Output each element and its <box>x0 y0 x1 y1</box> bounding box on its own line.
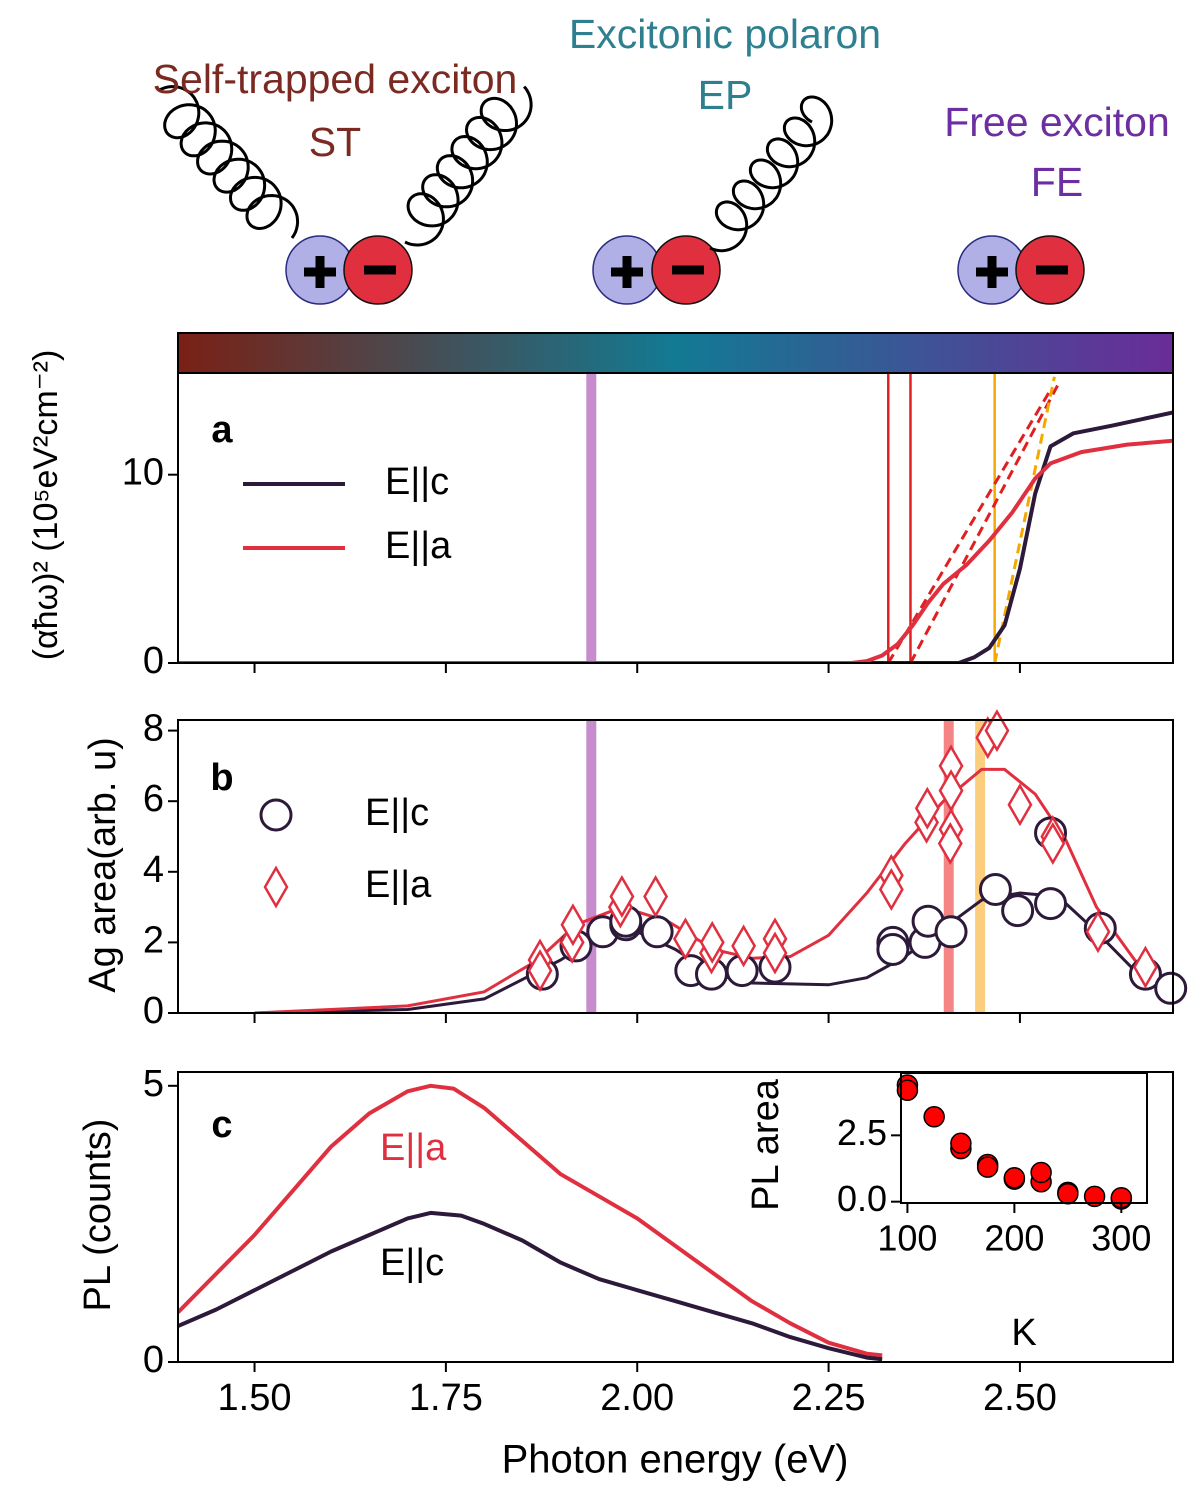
diamond-marker <box>673 917 698 961</box>
data-line <box>178 410 1173 663</box>
x-tick-label: 100 <box>877 1218 937 1259</box>
y-tick-label: 5 <box>143 1063 164 1105</box>
legend-label: E||c <box>365 792 429 834</box>
y-tick-label: 2 <box>143 919 164 961</box>
diamond-marker <box>1040 822 1066 866</box>
y-axis-label: (αħω)² (10⁵eV²cm⁻²) <box>27 350 65 661</box>
spring <box>709 95 834 253</box>
diamond-marker <box>560 903 586 947</box>
y-tick-label: 6 <box>143 778 164 820</box>
circle-marker <box>1030 1161 1052 1184</box>
spring <box>404 85 533 247</box>
diamond-marker <box>984 709 1010 753</box>
diamond-marker <box>914 786 940 830</box>
y-axis-label: PL area <box>745 1078 787 1211</box>
data-line <box>178 1083 883 1358</box>
legend-label: E||a <box>385 525 452 567</box>
x-tick-label: 2.50 <box>983 1377 1057 1419</box>
species-label: FE <box>1031 159 1083 205</box>
fit-line <box>909 383 1060 663</box>
fit-line <box>993 376 1056 663</box>
x-tick-label: 1.50 <box>218 1377 292 1419</box>
panel-label: a <box>211 409 233 451</box>
y-axis-label: PL (counts) <box>77 1119 119 1312</box>
axes-frame <box>177 372 1174 664</box>
x-tick-label: 1.75 <box>409 1377 483 1419</box>
circle-marker <box>1154 971 1188 1005</box>
x-tick-label: 300 <box>1091 1218 1151 1259</box>
curve-label: E||a <box>380 1127 447 1169</box>
diamond-marker <box>609 875 635 919</box>
circle-marker <box>934 915 968 949</box>
y-tick-label: 4 <box>143 849 164 891</box>
x-tick-label: 200 <box>984 1218 1044 1259</box>
circle-marker <box>1083 1185 1106 1208</box>
species-label: Excitonic polaron <box>569 11 881 57</box>
diamond-marker <box>731 924 757 968</box>
circle-marker <box>876 932 910 966</box>
diamond-marker <box>1085 910 1111 954</box>
diamond-marker <box>937 822 963 866</box>
circle-marker <box>896 1079 919 1101</box>
plot-content <box>178 1083 883 1362</box>
circle-marker <box>978 872 1012 906</box>
curve-label: E||c <box>380 1242 444 1284</box>
diamond-marker <box>762 931 788 975</box>
circle-marker <box>1057 1182 1079 1205</box>
x-tick-label: 2.25 <box>792 1377 866 1419</box>
circle-marker <box>950 1132 972 1155</box>
species-label: Free exciton <box>944 99 1170 145</box>
exciton-icons <box>157 85 1085 305</box>
circle-marker <box>976 1156 999 1178</box>
plot-content <box>178 373 1173 663</box>
species-label: Self-trapped exciton <box>153 56 518 102</box>
circle-marker <box>640 915 674 949</box>
x-axis-label: K <box>1011 1312 1036 1354</box>
y-tick-label: 0 <box>143 990 164 1032</box>
circle-marker <box>923 1106 945 1128</box>
x-tick-label: 2.00 <box>600 1377 674 1419</box>
diamond-marker <box>878 867 904 911</box>
plot-area <box>178 720 1173 1013</box>
y-tick-label: 8 <box>143 708 164 750</box>
data-line <box>178 438 1173 663</box>
spring <box>157 85 300 239</box>
diamond-marker <box>1133 945 1158 989</box>
legend-label: E||c <box>385 461 449 503</box>
diamond-marker <box>1007 783 1033 827</box>
axes-frame <box>177 1071 1174 1363</box>
panel-label: b <box>210 757 233 799</box>
fit-line <box>887 389 1052 663</box>
data-line <box>178 1210 883 1362</box>
diamond-marker <box>527 949 553 993</box>
y-tick-label: 10 <box>122 452 164 494</box>
y-tick-label: 0 <box>143 640 164 682</box>
colorbar <box>177 332 1174 374</box>
y-tick-label: 0.0 <box>837 1178 887 1219</box>
circle-marker <box>1003 1167 1026 1189</box>
circle-marker <box>1034 887 1068 921</box>
x-axis-label: Photon energy (eV) <box>502 1438 849 1482</box>
axes-frame <box>177 719 1174 1014</box>
species-label: ST <box>309 119 361 165</box>
axes-frame <box>900 1072 1148 1204</box>
legend-label: E||a <box>365 864 432 906</box>
circle-marker <box>1001 894 1035 928</box>
diamond-marker <box>643 875 669 919</box>
panel-label: c <box>211 1104 232 1146</box>
y-tick-label: 2.5 <box>837 1112 887 1153</box>
y-axis-label: Ag area(arb. u) <box>82 737 124 993</box>
y-tick-label: 0 <box>143 1339 164 1381</box>
species-label: EP <box>698 72 753 118</box>
legend-swatch <box>259 798 293 832</box>
legend-swatch <box>263 865 289 909</box>
diamond-marker <box>699 920 725 964</box>
charge-signs <box>304 256 1068 288</box>
